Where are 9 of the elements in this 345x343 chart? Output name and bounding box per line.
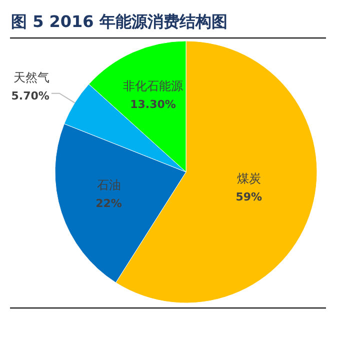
slice-label: 非化石能源 bbox=[123, 78, 184, 93]
data-label: 5.70% bbox=[11, 89, 50, 102]
chart-title: 图 5 2016 年能源消费结构图 bbox=[11, 12, 228, 31]
data-label: 59% bbox=[236, 190, 262, 204]
data-label: 13.30% bbox=[130, 98, 176, 111]
slice-label: 石油 bbox=[96, 178, 121, 192]
slice-label: 天然气 bbox=[13, 70, 50, 84]
data-label: 22% bbox=[96, 197, 122, 210]
slice-label: 煤炭 bbox=[236, 171, 261, 186]
